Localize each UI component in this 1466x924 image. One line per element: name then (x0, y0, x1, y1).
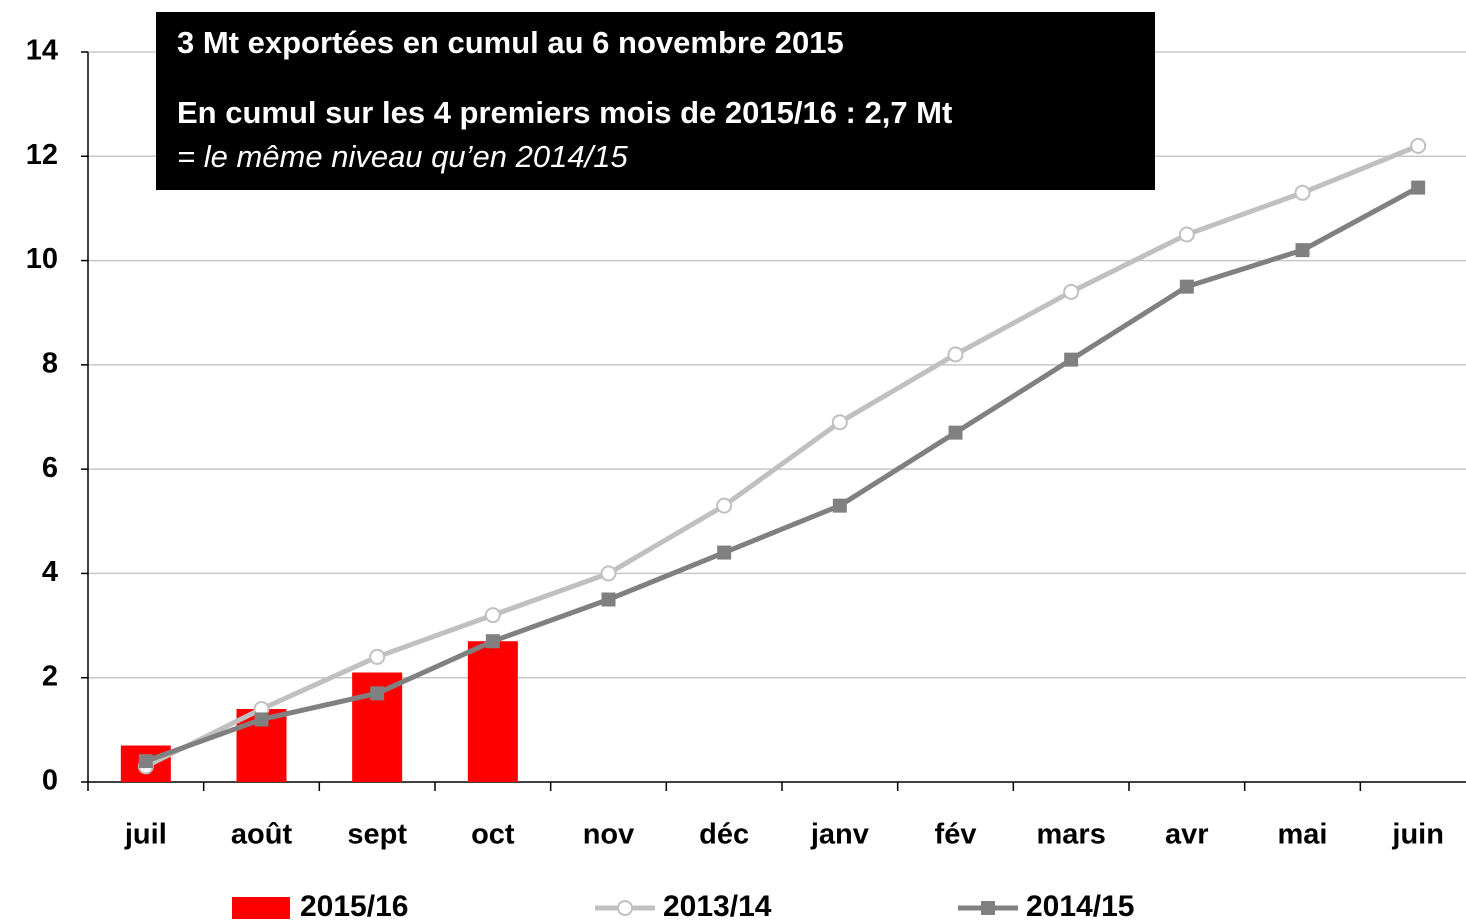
point (832, 498, 847, 513)
x-tick-label: juin (1391, 819, 1444, 851)
point (1410, 137, 1427, 154)
x-tick-label: juil (124, 819, 167, 851)
annotation: En cumul sur les 4 premiers mois de 2015… (177, 95, 952, 130)
point (1295, 243, 1310, 258)
point (1063, 283, 1080, 300)
x-tick-label: oct (471, 819, 515, 851)
legend-swatch (232, 897, 290, 919)
point (138, 754, 153, 769)
x-tick-label: déc (699, 819, 749, 851)
y-tick-label: 14 (26, 35, 58, 67)
y-tick-label: 4 (42, 556, 58, 588)
point (484, 607, 501, 624)
x-tick-label: mars (1037, 819, 1106, 851)
x-tick-label: nov (583, 819, 635, 851)
x-tick-label: mai (1278, 819, 1328, 851)
point (717, 545, 732, 560)
point (485, 634, 500, 649)
y-tick-label: 2 (42, 660, 58, 692)
point (947, 346, 964, 363)
y-tick-label: 6 (42, 452, 58, 484)
point (1178, 226, 1195, 243)
marks (120, 137, 1427, 782)
point (254, 712, 269, 727)
y-tick-label: 12 (26, 139, 58, 171)
x-tick-label: août (231, 819, 293, 851)
x-tick-label: janv (810, 819, 869, 851)
annotation: 3 Mt exportées en cumul au 6 novembre 20… (177, 25, 844, 60)
bar (467, 641, 518, 782)
point (1179, 279, 1194, 294)
point (1064, 352, 1079, 367)
x-tick-label: fév (935, 819, 977, 851)
legend-label: 2014/15 (1026, 890, 1134, 923)
line (144, 185, 1420, 764)
point (369, 648, 386, 665)
x-tick-label: sept (347, 819, 407, 851)
point (948, 425, 963, 440)
y-tick-label: 10 (26, 243, 58, 275)
point (601, 592, 616, 607)
overlay: 3 Mt exportées en cumul au 6 novembre 20… (156, 12, 1155, 190)
y-tick-label: 8 (42, 348, 58, 380)
point (1294, 184, 1311, 201)
legend-marker (981, 901, 995, 915)
legend-marker (617, 900, 633, 916)
point (600, 565, 617, 582)
annotation: = le même niveau qu’en 2014/15 (177, 139, 628, 174)
point (716, 497, 733, 514)
line (144, 143, 1420, 769)
legend-label: 2013/14 (663, 890, 772, 923)
y-tick-label: 0 (42, 765, 58, 797)
x-tick-label: avr (1165, 819, 1209, 851)
point (370, 686, 385, 701)
legend-label: 2015/16 (300, 890, 408, 923)
point (831, 414, 848, 431)
annotation-box (156, 12, 1155, 190)
point (1411, 180, 1426, 195)
